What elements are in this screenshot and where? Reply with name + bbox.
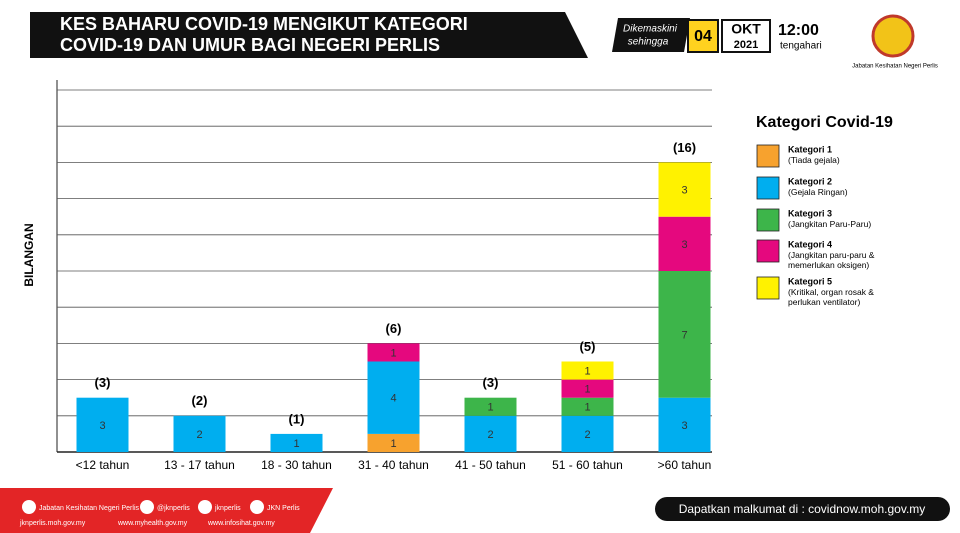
y-axis-label: BILANGAN bbox=[22, 223, 36, 286]
bar-segment bbox=[658, 216, 711, 271]
segment-label: 2 bbox=[584, 429, 590, 441]
segment-label: 2 bbox=[196, 429, 202, 441]
legend-description: (Jangkitan paru-paru & memerlukan oksigen… bbox=[788, 250, 875, 270]
bar-segment bbox=[464, 397, 517, 416]
legend-description: (Kritikal, organ rosak & perlukan ventila… bbox=[788, 287, 874, 307]
x-tick-label: <12 tahun bbox=[76, 458, 130, 472]
legend-title: Kategori Covid-19 bbox=[756, 114, 893, 131]
bar-segment bbox=[367, 433, 420, 452]
title-line: KES BAHARU COVID-19 MENGIKUT KATEGORI bbox=[60, 14, 468, 34]
logo bbox=[871, 14, 915, 58]
info-box bbox=[655, 497, 950, 521]
segment-label: 2 bbox=[487, 429, 493, 441]
legend-name: Kategori 2 bbox=[788, 176, 832, 186]
legend-swatch bbox=[756, 239, 780, 263]
segment-label: 1 bbox=[390, 438, 396, 450]
legend-name: Kategori 1 bbox=[788, 144, 832, 154]
segment-label: 4 bbox=[390, 393, 396, 405]
year: 2021 bbox=[734, 39, 758, 51]
time: 12:00 bbox=[778, 22, 819, 39]
bar-segment bbox=[658, 162, 711, 217]
social-handle: JKN Perlis bbox=[267, 505, 300, 512]
bar-segment bbox=[173, 415, 226, 452]
bar-segment bbox=[561, 415, 614, 452]
segment-label: 7 bbox=[681, 329, 687, 341]
bar-segment bbox=[270, 433, 323, 452]
segment-label: 1 bbox=[584, 384, 590, 396]
date-label-box bbox=[612, 18, 690, 52]
social-icon bbox=[198, 500, 212, 514]
info-text: Dapatkan malkumat di : covidnow.moh.gov.… bbox=[679, 502, 926, 516]
social-icon bbox=[250, 500, 264, 514]
footer-banner bbox=[0, 488, 333, 533]
legend-description: (Jangkitan Paru-Paru) bbox=[788, 219, 871, 229]
legend-name: Kategori 4 bbox=[788, 239, 832, 249]
social-handle: @jknperlis bbox=[157, 505, 190, 512]
segment-label: 3 bbox=[681, 184, 687, 196]
legend-description: (Tiada gejala) bbox=[788, 155, 840, 165]
legend-name: Kategori 5 bbox=[788, 276, 832, 286]
total-label: (3) bbox=[483, 375, 499, 390]
time-of-day: tengahari bbox=[780, 41, 822, 52]
segment-label: 3 bbox=[99, 420, 105, 432]
total-label: (3) bbox=[95, 375, 111, 390]
title-line: COVID-19 DAN UMUR BAGI NEGERI PERLIS bbox=[60, 35, 440, 55]
bar-segment bbox=[464, 415, 517, 452]
website: www.infosihat.gov.my bbox=[207, 520, 275, 527]
x-tick-label: >60 tahun bbox=[658, 458, 712, 472]
month-box bbox=[721, 19, 771, 53]
x-tick-label: 51 - 60 tahun bbox=[552, 458, 623, 472]
segment-label: 1 bbox=[390, 347, 396, 359]
legend-swatch bbox=[756, 144, 780, 168]
legend-swatch bbox=[756, 208, 780, 232]
segment-label: 1 bbox=[584, 365, 590, 377]
segment-label: 1 bbox=[487, 402, 493, 414]
x-tick-label: 41 - 50 tahun bbox=[455, 458, 526, 472]
title-banner bbox=[30, 12, 588, 58]
social-icon bbox=[140, 500, 154, 514]
segment-label: 3 bbox=[681, 239, 687, 251]
bar-segment bbox=[367, 343, 420, 362]
total-label: (2) bbox=[192, 393, 208, 408]
website: www.myhealth.gov.my bbox=[117, 520, 188, 527]
month: OKT bbox=[731, 21, 761, 37]
x-tick-label: 31 - 40 tahun bbox=[358, 458, 429, 472]
segment-label: 1 bbox=[293, 438, 299, 450]
total-label: (6) bbox=[386, 321, 402, 336]
legend-description: (Gejala Ringan) bbox=[788, 187, 848, 197]
bar-segment bbox=[367, 361, 420, 434]
segment-label: 3 bbox=[681, 420, 687, 432]
legend-name: Kategori 3 bbox=[788, 208, 832, 218]
updated-label: Dikemaskini bbox=[623, 24, 678, 35]
segment-label: 1 bbox=[584, 402, 590, 414]
legend-swatch bbox=[756, 276, 780, 300]
bar-segment bbox=[561, 379, 614, 398]
website: jknperlis.moh.gov.my bbox=[19, 520, 86, 527]
updated-label: sehingga bbox=[628, 37, 669, 48]
bar-segment bbox=[658, 271, 711, 398]
total-label: (1) bbox=[289, 411, 305, 426]
bar-segment bbox=[76, 397, 129, 452]
x-tick-label: 13 - 17 tahun bbox=[164, 458, 235, 472]
bar-segment bbox=[561, 397, 614, 416]
bar-segment bbox=[561, 361, 614, 380]
legend-swatch bbox=[756, 176, 780, 200]
logo-text: Jabatan Kesihatan Negeri Perlis bbox=[852, 64, 938, 70]
total-label: (5) bbox=[580, 339, 596, 354]
social-icon bbox=[22, 500, 36, 514]
social-handle: jknperlis bbox=[214, 505, 241, 512]
day: 04 bbox=[694, 28, 712, 45]
day-box bbox=[687, 19, 719, 53]
total-label: (16) bbox=[673, 140, 696, 155]
social-handle: Jabatan Kesihatan Negeri Perlis bbox=[39, 505, 140, 512]
x-tick-label: 18 - 30 tahun bbox=[261, 458, 332, 472]
bar-segment bbox=[658, 397, 711, 452]
